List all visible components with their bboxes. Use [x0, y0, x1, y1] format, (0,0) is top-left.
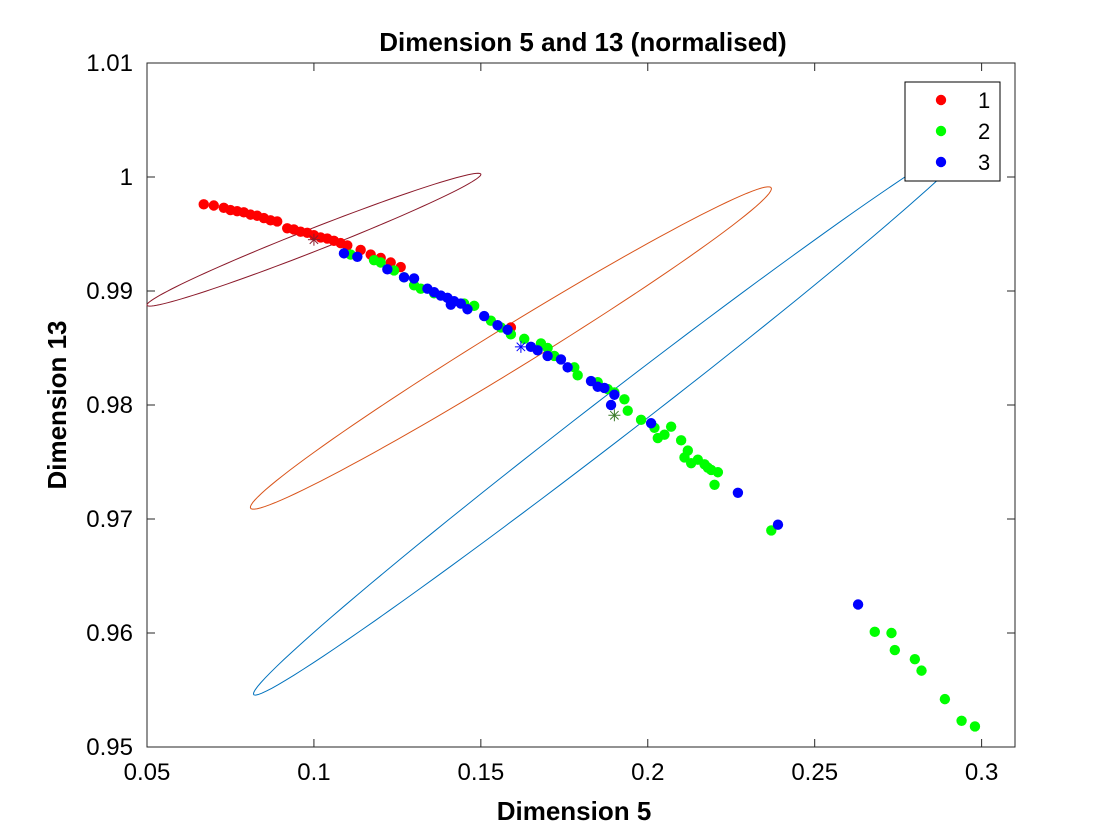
y-tick-label: 0.99 [86, 278, 133, 305]
series-3-point [382, 264, 393, 275]
legend-label: 2 [978, 119, 990, 144]
plot-frame [146, 62, 1016, 748]
series-2-point [375, 257, 386, 268]
series-2-point [889, 644, 901, 656]
series-2-point [909, 654, 921, 665]
y-tick-label: 0.96 [86, 620, 133, 647]
series-2-point [675, 435, 687, 446]
mean-marker-3 [608, 409, 621, 422]
series-3-point [772, 519, 784, 530]
tick-layer: 0.05 0.1 0.15 0.2 0.25 0.3 0.95 0.96 0.97 0.98 0.9… [86, 50, 1015, 786]
series-2-point [709, 479, 720, 490]
series-3-point [542, 350, 553, 362]
x-tick-label: 0.05 [124, 759, 171, 786]
x-tick-label: 0.1 [297, 759, 330, 786]
legend-box [904, 81, 1001, 182]
ellipse-1 [146, 172, 482, 307]
legend-label: 3 [978, 150, 990, 175]
point-layer [198, 199, 981, 732]
legend-label: 1 [978, 88, 990, 113]
series-1-point [198, 199, 209, 210]
y-tick-label: 1 [120, 164, 133, 191]
series-2-point [542, 342, 553, 354]
series-2-point [665, 421, 677, 432]
series-3-point [609, 389, 620, 400]
series-3-point [352, 251, 363, 262]
series-2-point [572, 370, 583, 381]
series-3-point [398, 272, 410, 283]
ellipse-3 [252, 137, 976, 696]
series-2-point [712, 467, 724, 478]
series-2-point [939, 693, 951, 705]
legend-marker [935, 156, 947, 168]
series-3-point [852, 599, 864, 610]
series-2-point [622, 405, 633, 416]
x-axis-label: Dimension 5 [497, 796, 652, 826]
series-2-point [886, 627, 897, 639]
series-2-point [969, 721, 981, 732]
ellipse-2 [249, 186, 772, 510]
legend-marker [935, 94, 947, 106]
legend-item-3: 3 [935, 150, 990, 175]
y-tick-label: 1.01 [86, 50, 133, 77]
chart-title: Dimension 5 and 13 (normalised) [379, 27, 786, 57]
legend-item-2: 2 [935, 119, 990, 144]
series-3-point [408, 273, 420, 284]
plot-area [146, 62, 1016, 748]
series-2-point [619, 394, 630, 405]
ellipse-layer [146, 137, 976, 696]
series-2-point [702, 462, 714, 473]
series-1-point [208, 200, 219, 211]
series-3-point [555, 354, 567, 365]
series-1-point [272, 216, 283, 227]
series-3-point [462, 304, 473, 315]
series-2-point [956, 715, 967, 726]
series-3-point [492, 320, 503, 331]
series-3-point [502, 324, 513, 335]
series-1-point [342, 240, 353, 251]
y-tick-label: 0.98 [86, 392, 133, 419]
x-tick-label: 0.15 [457, 759, 504, 786]
series-2-point [652, 432, 663, 444]
series-3-point [338, 248, 350, 259]
series-3-point [532, 345, 543, 356]
y-tick-label: 0.95 [86, 734, 133, 761]
x-tick-label: 0.3 [965, 759, 998, 786]
legend-marker [935, 125, 947, 137]
mean-layer [307, 233, 621, 422]
series-2-point [519, 333, 530, 345]
legend-item-1: 1 [935, 88, 990, 113]
series-3-point [562, 362, 573, 373]
mean-marker-2 [514, 340, 527, 353]
series-2-point [635, 414, 647, 426]
series-3-point [732, 487, 744, 498]
x-tick-label: 0.25 [791, 759, 838, 786]
series-2-point [869, 626, 880, 638]
y-axis-label: Dimension 13 [42, 320, 72, 489]
legend: 1 2 3 [904, 81, 1001, 182]
y-tick-label: 0.97 [86, 506, 133, 533]
series-3-point [605, 399, 617, 411]
series-3-point [645, 418, 657, 429]
series-3-point [445, 299, 456, 310]
series-2-point [916, 665, 927, 676]
mean-marker-1 [307, 233, 320, 246]
x-tick-label: 0.2 [631, 759, 664, 786]
series-3-point [599, 382, 610, 394]
series-3-point [478, 310, 490, 322]
